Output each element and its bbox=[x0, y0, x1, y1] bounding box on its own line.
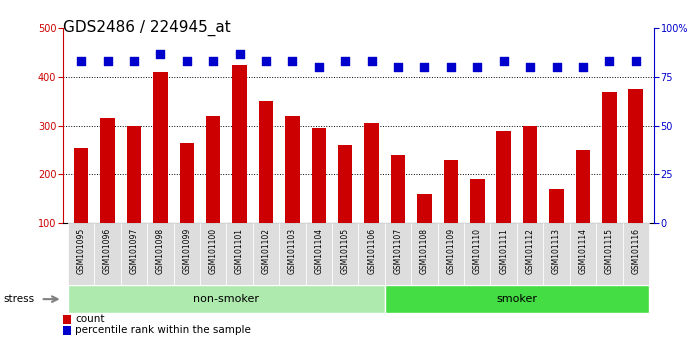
Point bbox=[498, 58, 509, 64]
Point bbox=[366, 58, 377, 64]
Text: GDS2486 / 224945_at: GDS2486 / 224945_at bbox=[63, 19, 230, 36]
Bar bbox=[180, 143, 194, 223]
Point bbox=[525, 64, 536, 70]
Point bbox=[313, 64, 324, 70]
Text: GSM101105: GSM101105 bbox=[341, 228, 349, 274]
Bar bbox=[417, 194, 432, 223]
Text: GSM101112: GSM101112 bbox=[525, 228, 535, 274]
Bar bbox=[385, 223, 411, 285]
Bar bbox=[127, 126, 141, 223]
Point bbox=[207, 58, 219, 64]
Bar bbox=[100, 118, 115, 223]
Bar bbox=[443, 160, 458, 223]
Bar bbox=[206, 116, 221, 223]
Bar bbox=[312, 128, 326, 223]
Text: GSM101111: GSM101111 bbox=[499, 228, 508, 274]
Point bbox=[393, 64, 404, 70]
Point bbox=[102, 58, 113, 64]
Text: GSM101108: GSM101108 bbox=[420, 228, 429, 274]
Point bbox=[260, 58, 271, 64]
Bar bbox=[622, 223, 649, 285]
Text: count: count bbox=[75, 314, 104, 324]
Text: GSM101095: GSM101095 bbox=[77, 228, 86, 274]
Bar bbox=[226, 223, 253, 285]
Bar bbox=[147, 223, 173, 285]
Bar bbox=[173, 223, 200, 285]
Bar bbox=[153, 72, 168, 223]
Text: stress: stress bbox=[3, 294, 35, 304]
Text: GSM101103: GSM101103 bbox=[288, 228, 297, 274]
Text: smoker: smoker bbox=[496, 294, 537, 304]
Point bbox=[419, 64, 430, 70]
Bar bbox=[68, 223, 95, 285]
Point bbox=[630, 58, 641, 64]
Text: GSM101104: GSM101104 bbox=[315, 228, 324, 274]
Text: GSM101106: GSM101106 bbox=[367, 228, 376, 274]
Bar bbox=[68, 285, 385, 313]
Text: non-smoker: non-smoker bbox=[193, 294, 260, 304]
Text: GSM101114: GSM101114 bbox=[578, 228, 587, 274]
Bar bbox=[120, 223, 147, 285]
Bar bbox=[628, 89, 643, 223]
Bar bbox=[385, 285, 649, 313]
Point bbox=[234, 51, 245, 56]
Text: GSM101102: GSM101102 bbox=[262, 228, 271, 274]
Bar bbox=[332, 223, 358, 285]
Point bbox=[340, 58, 351, 64]
Bar bbox=[491, 223, 517, 285]
Bar bbox=[576, 150, 590, 223]
Bar bbox=[549, 189, 564, 223]
Text: GSM101110: GSM101110 bbox=[473, 228, 482, 274]
Text: GSM101098: GSM101098 bbox=[156, 228, 165, 274]
Bar bbox=[523, 126, 537, 223]
Bar bbox=[306, 223, 332, 285]
Point bbox=[128, 58, 139, 64]
Bar bbox=[365, 123, 379, 223]
Bar bbox=[338, 145, 352, 223]
Bar bbox=[496, 131, 511, 223]
Point bbox=[445, 64, 457, 70]
Bar bbox=[390, 155, 405, 223]
Bar bbox=[411, 223, 438, 285]
Bar bbox=[470, 179, 484, 223]
Point bbox=[578, 64, 589, 70]
Text: GSM101100: GSM101100 bbox=[209, 228, 218, 274]
Bar bbox=[544, 223, 570, 285]
Bar bbox=[602, 92, 617, 223]
Text: GSM101107: GSM101107 bbox=[393, 228, 402, 274]
Bar bbox=[279, 223, 306, 285]
Text: GSM101109: GSM101109 bbox=[446, 228, 455, 274]
Text: GSM101101: GSM101101 bbox=[235, 228, 244, 274]
Bar bbox=[464, 223, 491, 285]
Bar bbox=[285, 116, 300, 223]
Text: GSM101097: GSM101097 bbox=[129, 228, 139, 274]
Text: GSM101096: GSM101096 bbox=[103, 228, 112, 274]
Bar bbox=[232, 65, 247, 223]
Bar bbox=[517, 223, 544, 285]
Bar bbox=[259, 101, 274, 223]
Text: percentile rank within the sample: percentile rank within the sample bbox=[75, 325, 251, 335]
Bar bbox=[596, 223, 622, 285]
Point bbox=[181, 58, 192, 64]
Bar bbox=[253, 223, 279, 285]
Bar bbox=[74, 148, 88, 223]
Bar bbox=[200, 223, 226, 285]
Bar bbox=[358, 223, 385, 285]
Point bbox=[155, 51, 166, 56]
Point bbox=[287, 58, 298, 64]
Text: GSM101116: GSM101116 bbox=[631, 228, 640, 274]
Text: GSM101115: GSM101115 bbox=[605, 228, 614, 274]
Bar bbox=[570, 223, 596, 285]
Bar bbox=[438, 223, 464, 285]
Point bbox=[472, 64, 483, 70]
Point bbox=[603, 58, 615, 64]
Point bbox=[551, 64, 562, 70]
Point bbox=[76, 58, 87, 64]
Bar bbox=[95, 223, 120, 285]
Text: GSM101099: GSM101099 bbox=[182, 228, 191, 274]
Text: GSM101113: GSM101113 bbox=[552, 228, 561, 274]
